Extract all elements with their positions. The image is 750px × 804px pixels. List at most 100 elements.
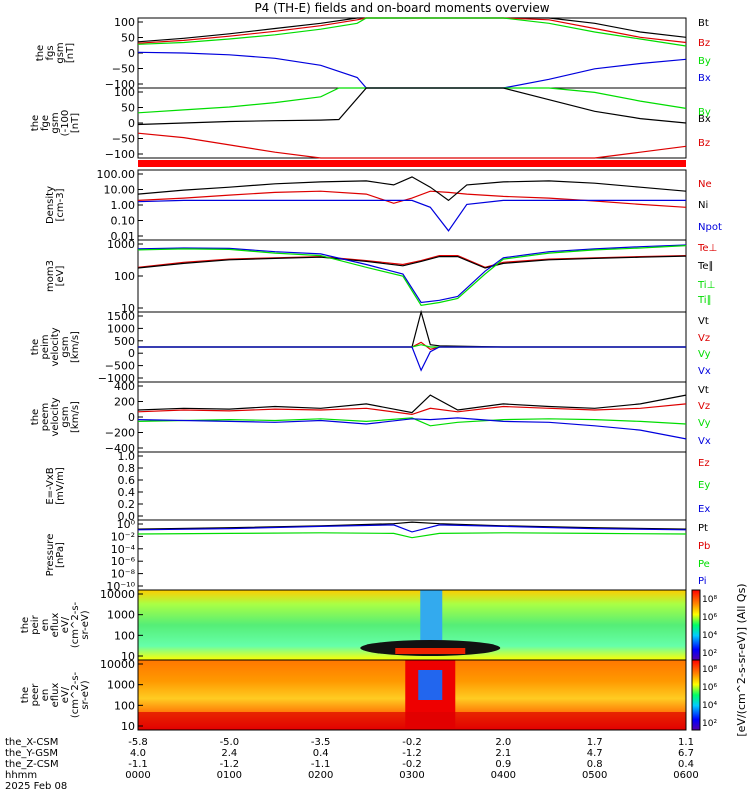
colorbar (691, 589, 701, 661)
ylabel-line: (cm^2-s- (70, 601, 81, 648)
ylabel-line: the (30, 409, 41, 425)
spectrogram-low-energy-band (138, 712, 686, 730)
ytick-label: −50 (112, 133, 135, 146)
ytick-label: 0 (128, 117, 135, 130)
ylabel-line: peem (40, 403, 51, 431)
ylabel-line: [mV/m] (55, 467, 66, 505)
xaxis-value: -0.2 (402, 737, 422, 748)
xaxis-value: -5.8 (128, 737, 148, 748)
ytick-label: 0 (128, 411, 135, 424)
ytick-label: 100 (114, 86, 135, 99)
xaxis-value: 0300 (399, 770, 424, 781)
panel-efield: 1.00.80.60.40.20.0 E=-VxB [mV/m] Ez Ey Ex (45, 450, 710, 523)
xaxis-value: 1.1 (678, 737, 694, 748)
ytick-label: 100 (114, 270, 135, 283)
ytick-label: 0 (128, 347, 135, 360)
legend-Ne: Ne (698, 179, 712, 190)
series-Te⊥ (137, 255, 687, 268)
series-Bx (137, 51, 687, 89)
xaxis-row-label: hhmm (5, 770, 37, 781)
ytick-label: 1.00 (111, 199, 136, 212)
ytick-label: 10⁰ (117, 518, 136, 531)
ytick-label: 1000 (107, 322, 135, 335)
colorbar-tick: 10⁶ (702, 613, 717, 623)
ylabel-line: (-100 (60, 110, 71, 137)
ytick-label: 0 (128, 47, 135, 60)
xaxis-value: 0.8 (587, 759, 603, 770)
spectrogram-core (420, 590, 443, 652)
legend-Vt: Vt (698, 316, 709, 327)
ylabel-line: the (35, 45, 46, 61)
ytick-label: 200 (114, 396, 135, 409)
series-Vz (137, 403, 687, 416)
ytick-label: 0.0 (118, 510, 136, 523)
ytick-label: −500 (105, 360, 135, 373)
ylabel-line: gsm (50, 112, 61, 133)
series-Vx (137, 417, 687, 440)
xaxis-value: -0.2 (402, 759, 422, 770)
legend-Vx: Vx (698, 436, 711, 447)
ytick-label: 10⁻⁸ (111, 568, 136, 581)
ytick-label: 10⁻⁶ (111, 555, 136, 568)
xaxis-value: 2.4 (221, 748, 237, 759)
legend-Bz: Bz (698, 138, 710, 149)
panel-peir-spectrogram: 10000 1000 100 10 the peir en eflux eV/(cm^2-s-s… (20, 588, 687, 663)
ytick-label: 0.4 (118, 486, 136, 499)
ytick-label: 100.00 (97, 168, 136, 181)
ylabel-line: [cm-3] (55, 188, 66, 221)
ytick-label: 10⁻⁴ (111, 543, 136, 556)
ylabel-line: Pressure (45, 534, 56, 577)
xaxis-row-label: the_X-CSM (5, 737, 58, 748)
panel-density: 100.00 10.00 1.00 0.10 0.01 Density [cm-3] Ne Ni… (45, 168, 722, 243)
legend-Ey: Ey (698, 480, 710, 491)
xaxis-value: -1.2 (402, 748, 422, 759)
ylabel-line: fgs (45, 45, 56, 60)
legend-Pi: Pi (698, 576, 707, 587)
xaxis-value: 0.4 (313, 748, 329, 759)
ylabel-line: [nT] (70, 113, 81, 133)
ytick-label: 0.6 (118, 474, 136, 487)
xaxis-value: -5.0 (220, 737, 240, 748)
ytick-label: 0.10 (111, 215, 136, 228)
series-Ni (137, 176, 687, 202)
ytick-label: −400 (105, 442, 135, 455)
ylabel-line: the (20, 687, 31, 703)
xaxis-value: 0400 (491, 770, 516, 781)
ytick-label: 10000 (100, 658, 135, 671)
legend-Bx: Bx (698, 114, 711, 125)
panel-peem-velocity: 400 200 0 −200 −400 the peem velocity gsm [km/s] V… (30, 380, 711, 455)
ytick-label: 1500 (107, 310, 135, 323)
panel-frame (137, 519, 687, 591)
legend-Ti∥: Ti∥ (697, 295, 712, 306)
xaxis-value: 0.4 (678, 759, 694, 770)
ylabel-line: fge (40, 115, 51, 131)
xaxis-value: 0.9 (495, 759, 511, 770)
ylabel-line: [nPa] (55, 542, 66, 568)
ylabel-line: eflux (50, 613, 61, 638)
ytick-label: 10000 (100, 588, 135, 601)
ytick-label: 1.0 (118, 450, 136, 463)
series-Npot (137, 199, 686, 232)
ytick-label: 100 (114, 699, 135, 712)
legend-Npot: Npot (698, 222, 722, 233)
ylabel-line: velocity (50, 327, 61, 366)
spectrogram-blue-core (418, 670, 443, 700)
ylabel-line: the (20, 617, 31, 633)
xaxis-value: 4.0 (130, 748, 146, 759)
series-By (137, 17, 687, 47)
ylabel-line: peir (30, 614, 41, 634)
colorbar-tick: 10⁴ (702, 631, 717, 641)
panel-frame (137, 239, 687, 313)
xaxis-value: 0600 (673, 770, 698, 781)
xaxis-row-label: the_Z-CSM (5, 759, 59, 770)
colorbar (691, 659, 701, 731)
ytick-label: 10 (121, 650, 135, 663)
ylabel-line: mom3 (45, 260, 56, 292)
panel-temperature: 1000 100 10 mom3 [eV] Te⊥ Te∥ Ti⊥ Ti∥ (45, 238, 717, 315)
series-Bz (137, 132, 687, 159)
ylabel-line: velocity (50, 397, 61, 436)
series-Pt (137, 521, 687, 530)
series-Ne (137, 190, 687, 208)
